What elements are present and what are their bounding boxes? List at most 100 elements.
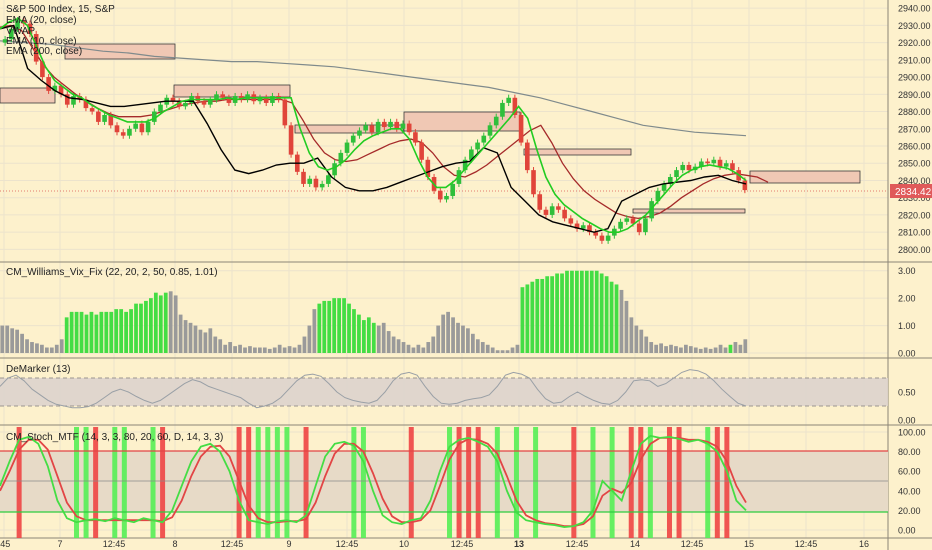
candle [406,120,412,136]
stoch-k-line [0,434,747,529]
vix-bar [149,298,153,353]
vix-bar [213,336,218,353]
price-pane[interactable]: S&P 500 Index, 15, S&P EMA (20, close) V… [0,4,932,255]
stoch-green-marker [121,427,127,538]
time-tick-label: 12:45 [451,539,474,549]
vix-bar [679,347,683,353]
candle [214,91,219,103]
vix-bar [119,309,124,353]
vix-tick-label: 1.00 [898,321,916,331]
demarker-pane[interactable]: DeMarker (13) 0.50 0.00 [0,364,916,426]
vix-bar [614,284,619,353]
candle [27,20,33,38]
vix-bar [381,322,386,353]
price-tick-label: 2850.00 [898,159,931,169]
vix-bar [208,328,213,353]
vix-bar [44,347,49,353]
time-axis: :45 7 12:45 8 12:45 9 12:45 10 12:45 13 12:45 14 12:… [0,539,869,549]
vix-bar [362,320,366,353]
vix-tick-label: 0.00 [898,349,916,359]
vix-bar [282,347,287,353]
williams-vix-fix-pane[interactable]: CM_Williams_Vix_Fix (22, 20, 2, 50, 0.85… [0,266,916,359]
time-tick-label: 8 [172,539,177,549]
vix-bar [30,342,34,353]
candle [226,94,232,107]
candle [394,118,400,132]
vix-bar [584,270,589,353]
candle [649,198,654,222]
vix-bar [287,346,292,353]
stoch-mtf-pane[interactable]: CM_Stoch_MTF (14, 3, 3, 80, 20, 60, D, 1… [0,427,926,538]
candle [108,111,114,129]
vix-bar [277,344,282,353]
vix-bar [228,342,233,353]
vix-bar [708,348,713,353]
vix-bar [456,322,460,353]
vix-bar [500,350,505,353]
time-tick-label: 12:45 [336,539,359,549]
vix-bar [738,344,743,353]
vix-bar [466,328,470,353]
candle [195,92,201,105]
vix-bar [441,314,446,353]
stoch-green-marker [705,427,711,538]
vix-bar [233,346,237,353]
candle [207,96,213,108]
vix-bar [59,339,64,353]
candle [493,113,499,129]
vix-fix-bars [0,270,748,353]
candle [549,203,555,219]
vix-bar [20,333,24,353]
stoch-green-marker [447,427,453,538]
candle [537,191,543,213]
vix-bar [713,347,718,353]
vix-bar [664,346,668,353]
vix-bar [376,325,381,353]
vix-bar [624,300,629,353]
time-tick-label: 10 [399,539,409,549]
price-axis: 2940.00 2930.00 2920.00 2910.00 2900.00 2890.… [898,4,931,255]
vix-bar [525,284,530,353]
vix-bar [723,347,728,353]
vix-bar [153,292,158,353]
last-price-badge [890,184,932,198]
ema10-line [0,17,747,233]
vix-bar [109,311,114,353]
vix-bar [416,344,421,353]
stoch-green-marker [609,427,615,538]
stoch-green-marker [647,427,653,538]
candle [382,118,387,131]
candle [605,232,611,244]
stoch-red-marker [16,427,22,538]
legend-vwap: VWAP [6,26,35,37]
price-zone [294,124,405,134]
vix-bar [540,278,545,353]
vix-bar [634,325,639,353]
vix-tick-label: 2.00 [898,294,916,304]
candle [624,215,630,225]
vix-fix-title: CM_Williams_Vix_Fix (22, 20, 2, 50, 0.85… [6,267,218,278]
vix-bar [649,342,654,353]
demarker-line [0,369,747,409]
candle [127,125,132,139]
vix-bar [327,300,332,353]
vix-bar [337,298,342,353]
candle [375,118,381,136]
time-tick-label: 12:45 [221,539,244,549]
vix-bar [357,314,361,353]
candle [245,91,250,103]
stoch-green-marker [83,427,89,538]
candle [64,91,70,108]
stoch-red-marker [666,427,672,538]
last-price-label: 2834.42 [895,187,932,198]
candle [344,139,350,156]
candle [350,132,356,146]
vix-bar [99,311,104,353]
candle [139,120,145,136]
price-tick-label: 2900.00 [898,73,931,83]
legend-ema200: EMA (200, close) [6,46,82,57]
price-tick-label: 2840.00 [898,176,931,186]
candle [680,161,686,174]
